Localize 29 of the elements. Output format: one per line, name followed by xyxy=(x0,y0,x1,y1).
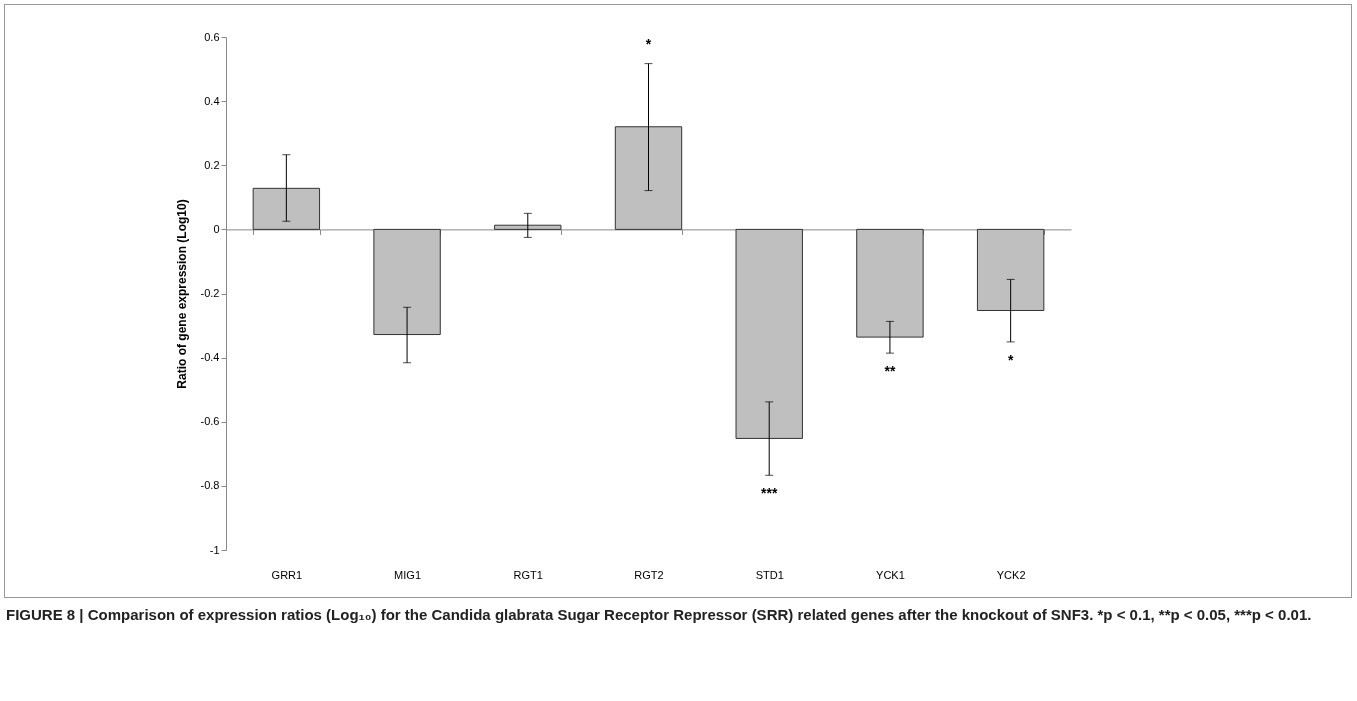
bar xyxy=(856,228,924,338)
y-tick-label: 0 xyxy=(213,222,220,235)
x-tick-label: GRR1 xyxy=(271,568,303,581)
x-tick-label: YCK1 xyxy=(876,568,905,581)
bar xyxy=(373,228,441,336)
y-tick-label: 0.4 xyxy=(204,94,220,107)
y-tick-label: -0.4 xyxy=(200,351,220,364)
bar xyxy=(252,187,321,230)
y-tick-label: -0.2 xyxy=(200,287,220,299)
y-tick-label: 0.6 xyxy=(204,30,220,43)
annotation: ** xyxy=(884,363,896,380)
x-tick-label: MIG1 xyxy=(394,568,422,581)
y-tick-label: -0.8 xyxy=(200,479,220,492)
annotation: * xyxy=(645,35,652,52)
caption: FIGURE 8 | Comparison of expression ratios (Log₁₀) for the Candida glabrata Sugar Receptor Repressor (SRR) related genes after the knockout of SNF3. *p < 0.1, **p < 0.05, ***p < 0.01. xyxy=(6,605,1313,625)
x-tick-label: STD1 xyxy=(755,568,784,581)
annotation: *** xyxy=(761,485,778,502)
bar xyxy=(976,228,1045,311)
x-tick-label: RGT1 xyxy=(513,568,543,581)
y-axis-title: Ratio of gene expression (Log10) xyxy=(174,199,189,389)
y-tick-label: -1 xyxy=(209,543,220,556)
y-tick-label: 0.2 xyxy=(204,158,220,171)
x-tick-label: RGT2 xyxy=(634,568,664,581)
annotation: * xyxy=(1007,351,1014,368)
y-tick-label: -0.6 xyxy=(200,415,220,428)
bar xyxy=(735,228,803,439)
bar xyxy=(614,126,683,230)
x-tick-label: YCK2 xyxy=(996,568,1026,581)
bar xyxy=(494,224,562,230)
